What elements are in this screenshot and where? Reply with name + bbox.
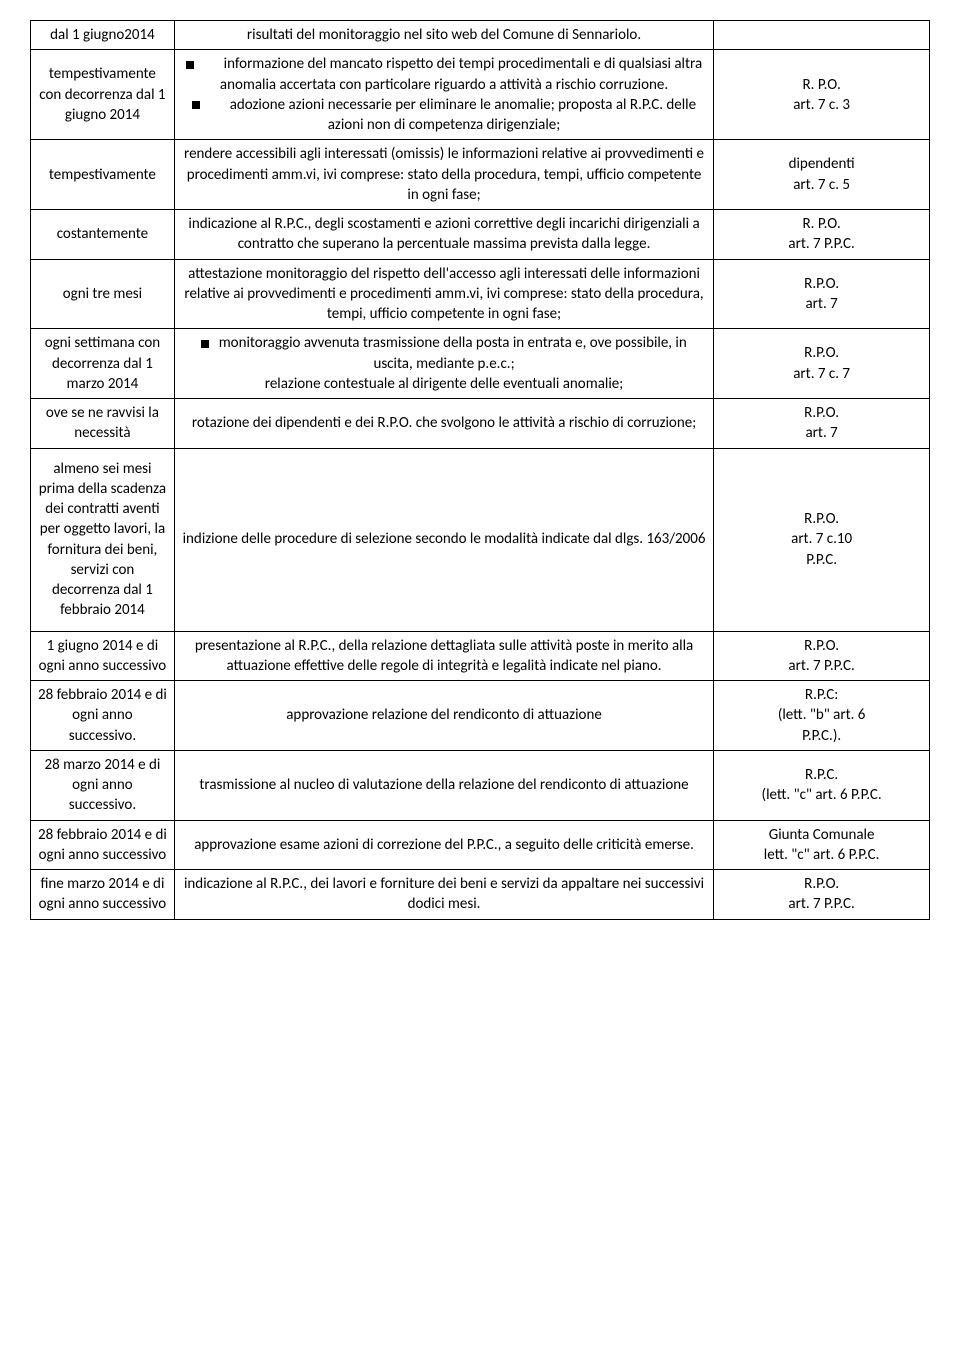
- ref-line: P.P.C.).: [720, 726, 923, 746]
- ref-line: R.P.C.: [720, 765, 923, 785]
- cell-timing: ogni settimana con decorrenza dal 1 marz…: [31, 329, 175, 399]
- cell-reference: R. P.O. art. 7 c. 3: [714, 50, 930, 140]
- cell-reference: R. P.O. art. 7 P.P.C.: [714, 210, 930, 260]
- cell-reference: R.P.O. art. 7 c.10 P.P.C.: [714, 448, 930, 631]
- cell-timing: tempestivamente: [31, 140, 175, 210]
- ref-line: Giunta Comunale: [720, 825, 923, 845]
- bullet-text: monitoraggio avvenuta trasmissione della…: [219, 334, 687, 372]
- cell-timing: fine marzo 2014 e di ogni anno successiv…: [31, 870, 175, 920]
- compliance-table: dal 1 giugno2014 risultati del monitorag…: [30, 20, 930, 920]
- cell-description: trasmissione al nucleo di valutazione de…: [174, 750, 713, 820]
- table-row: 28 febbraio 2014 e di ogni anno successi…: [31, 820, 930, 870]
- cell-reference: R.P.O. art. 7 P.P.C.: [714, 631, 930, 681]
- ref-line: R.P.O.: [720, 636, 923, 656]
- cell-description: informazione del mancato rispetto dei te…: [174, 50, 713, 140]
- table-row: 1 giugno 2014 e di ogni anno successivo …: [31, 631, 930, 681]
- ref-line: R.P.O.: [720, 343, 923, 363]
- cell-reference: Giunta Comunale lett. "c" art. 6 P.P.C.: [714, 820, 930, 870]
- ref-line: R.P.O.: [720, 509, 923, 529]
- cell-description: indizione delle procedure di selezione s…: [174, 448, 713, 631]
- cell-reference: R.P.O. art. 7: [714, 399, 930, 449]
- cell-description: attestazione monitoraggio del rispetto d…: [174, 259, 713, 329]
- plain-text: relazione contestuale al dirigente delle…: [181, 374, 707, 394]
- ref-line: (lett. "c" art. 6 P.P.C.: [720, 785, 923, 805]
- cell-description: approvazione esame azioni di correzione …: [174, 820, 713, 870]
- ref-line: R.P.C:: [720, 685, 923, 705]
- ref-line: (lett. "b" art. 6: [720, 705, 923, 725]
- cell-timing: almeno sei mesi prima della scadenza dei…: [31, 448, 175, 631]
- ref-line: R.P.O.: [720, 403, 923, 423]
- ref-line: art. 7 P.P.C.: [720, 234, 923, 254]
- cell-description: risultati del monitoraggio nel sito web …: [174, 21, 713, 50]
- cell-timing: 1 giugno 2014 e di ogni anno successivo: [31, 631, 175, 681]
- cell-timing: ogni tre mesi: [31, 259, 175, 329]
- cell-timing: tempestivamente con decorrenza dal 1 giu…: [31, 50, 175, 140]
- ref-line: R.P.O.: [720, 874, 923, 894]
- cell-timing: costantemente: [31, 210, 175, 260]
- cell-timing: 28 febbraio 2014 e di ogni anno successi…: [31, 681, 175, 751]
- cell-reference: R.P.C: (lett. "b" art. 6 P.P.C.).: [714, 681, 930, 751]
- bullet-text: adozione azioni necessarie per eliminare…: [230, 96, 696, 134]
- ref-line: lett. "c" art. 6 P.P.C.: [720, 845, 923, 865]
- table-row: costantemente indicazione al R.P.C., deg…: [31, 210, 930, 260]
- ref-line: art. 7: [720, 423, 923, 443]
- table-row: ove se ne ravvisi la necessità rotazione…: [31, 399, 930, 449]
- table-row: fine marzo 2014 e di ogni anno successiv…: [31, 870, 930, 920]
- bullet-icon: [201, 340, 209, 348]
- table-row: tempestivamente rendere accessibili agli…: [31, 140, 930, 210]
- table-row: 28 marzo 2014 e di ogni anno successivo.…: [31, 750, 930, 820]
- table-row: 28 febbraio 2014 e di ogni anno successi…: [31, 681, 930, 751]
- cell-description: rotazione dei dipendenti e dei R.P.O. ch…: [174, 399, 713, 449]
- cell-description: indicazione al R.P.C., degli scostamenti…: [174, 210, 713, 260]
- bullet-icon: [186, 61, 194, 69]
- cell-reference: R.P.C. (lett. "c" art. 6 P.P.C.: [714, 750, 930, 820]
- cell-reference: dipendenti art. 7 c. 5: [714, 140, 930, 210]
- cell-description: presentazione al R.P.C., della relazione…: [174, 631, 713, 681]
- cell-description: approvazione relazione del rendiconto di…: [174, 681, 713, 751]
- table-row: dal 1 giugno2014 risultati del monitorag…: [31, 21, 930, 50]
- ref-line: art. 7 P.P.C.: [720, 894, 923, 914]
- table-row: ogni settimana con decorrenza dal 1 marz…: [31, 329, 930, 399]
- ref-line: art. 7 P.P.C.: [720, 656, 923, 676]
- ref-line: R. P.O.: [720, 75, 923, 95]
- bullet-icon: [192, 101, 200, 109]
- cell-timing: ove se ne ravvisi la necessità: [31, 399, 175, 449]
- ref-line: art. 7 c.10: [720, 529, 923, 549]
- cell-reference: R.P.O. art. 7: [714, 259, 930, 329]
- cell-reference: R.P.O. art. 7 c. 7: [714, 329, 930, 399]
- ref-line: dipendenti: [720, 154, 923, 174]
- cell-description: rendere accessibili agli interessati (om…: [174, 140, 713, 210]
- ref-line: R. P.O.: [720, 214, 923, 234]
- cell-timing: 28 marzo 2014 e di ogni anno successivo.: [31, 750, 175, 820]
- ref-line: art. 7 c. 5: [720, 175, 923, 195]
- cell-description: monitoraggio avvenuta trasmissione della…: [174, 329, 713, 399]
- cell-reference: [714, 21, 930, 50]
- cell-timing: dal 1 giugno2014: [31, 21, 175, 50]
- ref-line: R.P.O.: [720, 274, 923, 294]
- cell-description: indicazione al R.P.C., dei lavori e forn…: [174, 870, 713, 920]
- table-row: almeno sei mesi prima della scadenza dei…: [31, 448, 930, 631]
- cell-timing: 28 febbraio 2014 e di ogni anno successi…: [31, 820, 175, 870]
- table-row: tempestivamente con decorrenza dal 1 giu…: [31, 50, 930, 140]
- ref-line: art. 7: [720, 294, 923, 314]
- ref-line: P.P.C.: [720, 550, 923, 570]
- cell-reference: R.P.O. art. 7 P.P.C.: [714, 870, 930, 920]
- bullet-text: informazione del mancato rispetto dei te…: [220, 55, 702, 93]
- ref-line: art. 7 c. 7: [720, 364, 923, 384]
- ref-line: art. 7 c. 3: [720, 95, 923, 115]
- table-row: ogni tre mesi attestazione monitoraggio …: [31, 259, 930, 329]
